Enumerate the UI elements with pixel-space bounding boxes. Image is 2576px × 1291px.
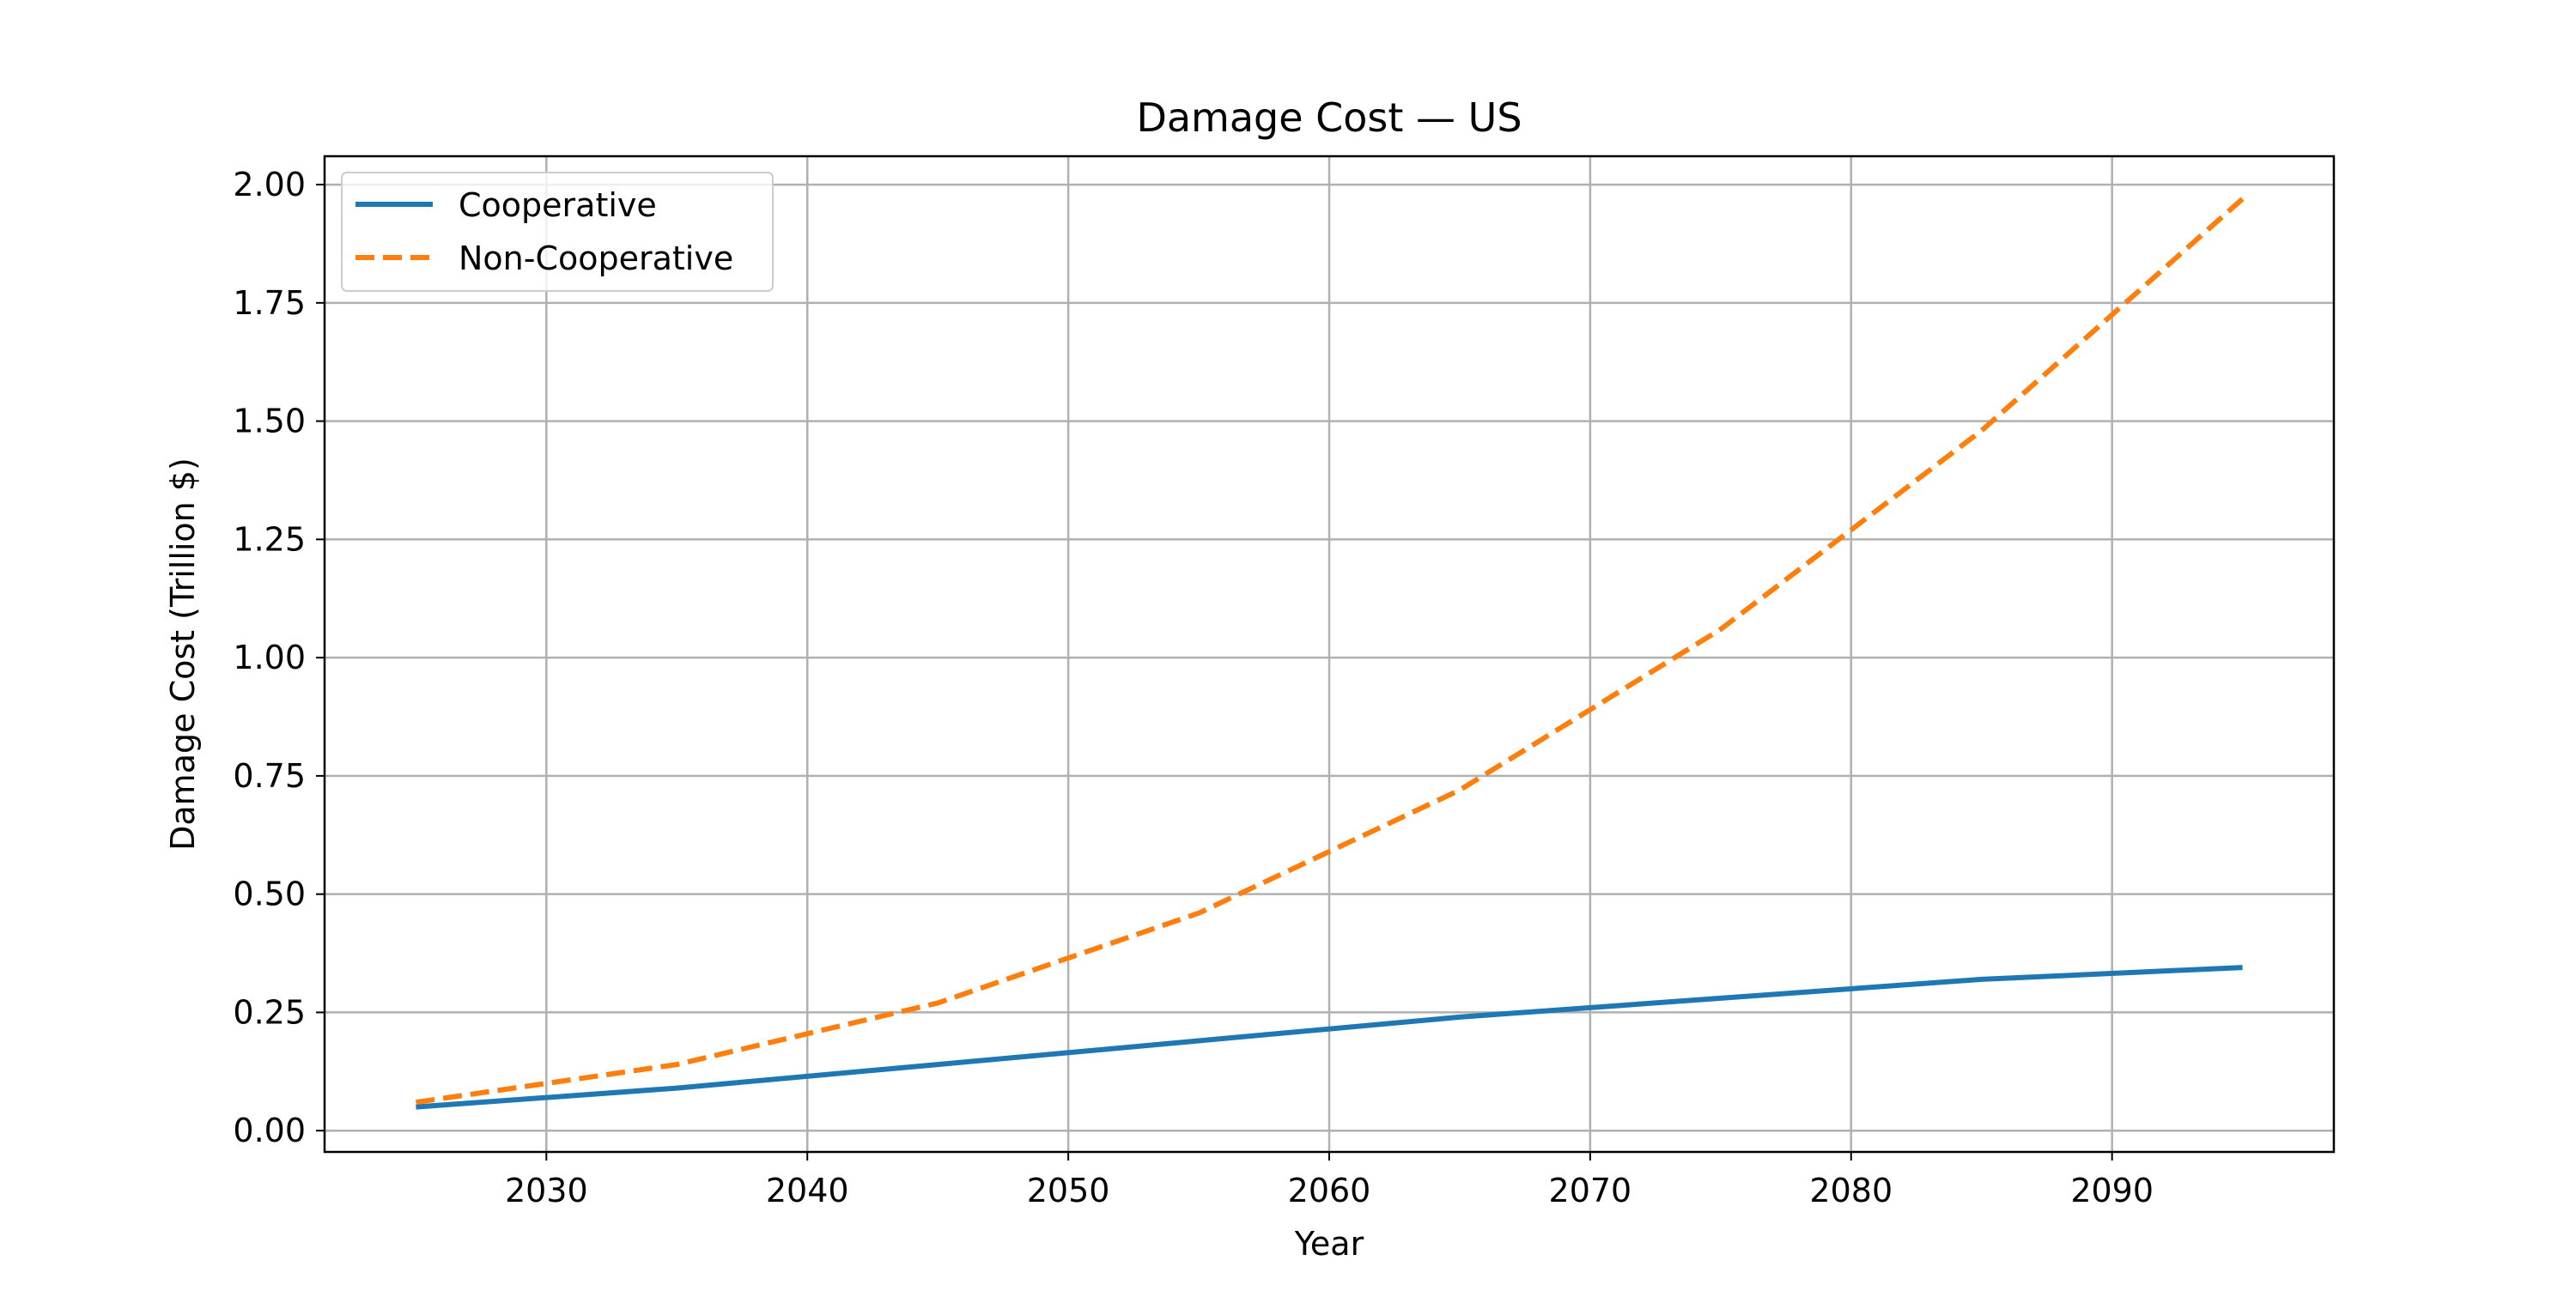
x-tick-label-2050: 2050 bbox=[1027, 1172, 1110, 1209]
y-tick-label-2.00: 2.00 bbox=[233, 166, 306, 203]
series-lines bbox=[415, 197, 2245, 1110]
chart-title: Damage Cost — US bbox=[1136, 94, 1522, 141]
y-tick-label-0.25: 0.25 bbox=[233, 993, 306, 1031]
y-tick-label-1.25: 1.25 bbox=[233, 520, 306, 558]
legend-box bbox=[341, 172, 774, 292]
series-line-cooperative bbox=[416, 965, 2243, 1110]
legend-label-cooperative: Cooperative bbox=[459, 186, 657, 224]
y-axis-ticks: 0.00 0.25 0.50 0.75 1.00 1.25 1.50 1.75 2.00 bbox=[233, 166, 325, 1149]
x-axis-ticks: 2030 2040 2050 2060 2070 2080 2090 bbox=[505, 1152, 2154, 1209]
y-axis-label: Damage Cost (Trillion $) bbox=[164, 458, 202, 851]
legend-label-non-cooperative: Non-Cooperative bbox=[459, 239, 733, 277]
y-tick-label-0.00: 0.00 bbox=[233, 1112, 306, 1149]
x-tick-label-2060: 2060 bbox=[1288, 1172, 1371, 1209]
x-tick-label-2090: 2090 bbox=[2070, 1172, 2154, 1209]
y-tick-label-0.50: 0.50 bbox=[233, 876, 306, 913]
x-tick-label-2070: 2070 bbox=[1549, 1172, 1632, 1209]
series-line-non-cooperative bbox=[415, 197, 2245, 1106]
x-tick-label-2040: 2040 bbox=[766, 1172, 849, 1209]
x-axis-label: Year bbox=[1294, 1225, 1364, 1263]
y-tick-label-1.00: 1.00 bbox=[233, 639, 306, 676]
grid-lines bbox=[325, 156, 2334, 1152]
y-tick-label-0.75: 0.75 bbox=[233, 757, 306, 795]
x-tick-label-2030: 2030 bbox=[505, 1172, 588, 1209]
y-tick-label-1.75: 1.75 bbox=[233, 284, 306, 322]
y-tick-label-1.50: 1.50 bbox=[233, 403, 306, 440]
legend: Cooperative Non-Cooperative bbox=[341, 172, 774, 292]
x-tick-label-2080: 2080 bbox=[1809, 1172, 1893, 1209]
